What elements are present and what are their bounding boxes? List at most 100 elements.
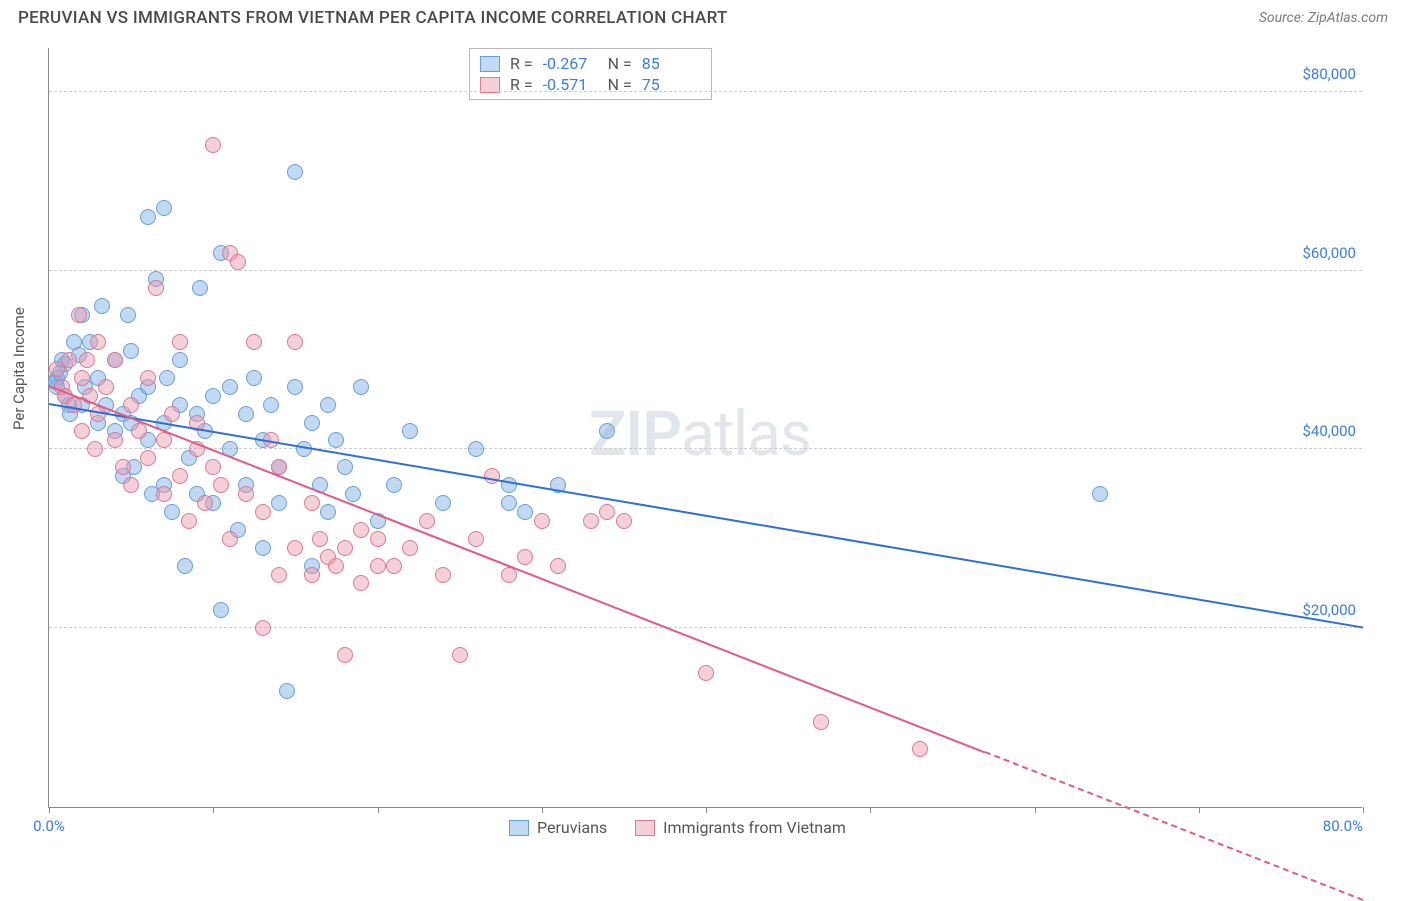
x-tick [542, 807, 543, 813]
data-point-peruvians [177, 558, 193, 574]
data-point-vietnam [123, 397, 139, 413]
data-point-peruvians [501, 495, 517, 511]
n-value-peruvians: 85 [642, 54, 697, 73]
scatter-chart: ZIPatlas R = -0.267 N = 85 R = -0.571 N … [48, 48, 1362, 808]
x-tick-label: 80.0% [1323, 817, 1363, 835]
data-point-vietnam [148, 280, 164, 296]
data-point-vietnam [87, 441, 103, 457]
data-point-vietnam [599, 504, 615, 520]
swatch-peruvians [509, 820, 529, 836]
r-label: R = [510, 54, 533, 73]
n-label: N = [608, 54, 632, 73]
data-point-vietnam [419, 513, 435, 529]
data-point-peruvians [164, 504, 180, 520]
gridline [49, 448, 1362, 449]
data-point-vietnam [484, 468, 500, 484]
data-point-vietnam [90, 334, 106, 350]
data-point-peruvians [271, 495, 287, 511]
data-point-vietnam [131, 423, 147, 439]
y-axis-label: Per Capita Income [10, 307, 28, 430]
data-point-peruvians [140, 209, 156, 225]
chart-header: PERUVIAN VS IMMIGRANTS FROM VIETNAM PER … [0, 0, 1406, 34]
y-tick-label: $60,000 [1302, 244, 1356, 262]
data-point-vietnam [107, 352, 123, 368]
data-point-peruvians [287, 379, 303, 395]
data-point-vietnam [230, 254, 246, 270]
data-point-peruvians [222, 379, 238, 395]
data-point-vietnam [181, 513, 197, 529]
y-tick-label: $40,000 [1302, 422, 1356, 440]
data-point-peruvians [156, 200, 172, 216]
swatch-vietnam [635, 820, 655, 836]
data-point-peruvians [205, 388, 221, 404]
swatch-peruvians [480, 56, 500, 72]
data-point-peruvians [304, 415, 320, 431]
data-point-vietnam [337, 540, 353, 556]
series-legend: Peruvians Immigrants from Vietnam [509, 818, 846, 837]
x-tick [1199, 807, 1200, 813]
data-point-vietnam [353, 575, 369, 591]
data-point-vietnam [452, 647, 468, 663]
data-point-vietnam [107, 432, 123, 448]
data-point-vietnam [370, 558, 386, 574]
data-point-peruvians [246, 370, 262, 386]
legend-label-peruvians: Peruvians [537, 818, 607, 837]
data-point-peruvians [517, 504, 533, 520]
data-point-peruvians [263, 397, 279, 413]
data-point-vietnam [616, 513, 632, 529]
watermark-text: ZIPatlas [589, 398, 811, 471]
y-tick-label: $80,000 [1302, 65, 1356, 83]
data-point-peruvians [320, 397, 336, 413]
data-point-vietnam [255, 620, 271, 636]
data-point-vietnam [304, 495, 320, 511]
data-point-peruvians [238, 406, 254, 422]
data-point-vietnam [140, 370, 156, 386]
data-point-vietnam [197, 495, 213, 511]
data-point-peruvians [279, 683, 295, 699]
trend-line [49, 403, 1363, 629]
data-point-vietnam [164, 406, 180, 422]
data-point-vietnam [337, 647, 353, 663]
data-point-vietnam [287, 334, 303, 350]
x-tick [49, 807, 50, 813]
data-point-vietnam [698, 665, 714, 681]
x-tick [706, 807, 707, 813]
data-point-peruvians [599, 423, 615, 439]
data-point-peruvians [123, 343, 139, 359]
stats-row-vietnam: R = -0.571 N = 75 [480, 74, 697, 95]
data-point-vietnam [386, 558, 402, 574]
data-point-vietnam [517, 549, 533, 565]
data-point-peruvians [320, 504, 336, 520]
data-point-vietnam [813, 714, 829, 730]
data-point-vietnam [238, 486, 254, 502]
stats-row-peruvians: R = -0.267 N = 85 [480, 53, 697, 74]
data-point-vietnam [246, 334, 262, 350]
data-point-vietnam [534, 513, 550, 529]
legend-label-vietnam: Immigrants from Vietnam [663, 818, 846, 837]
data-point-peruvians [255, 540, 271, 556]
data-point-vietnam [61, 352, 77, 368]
chart-source: Source: ZipAtlas.com [1259, 10, 1388, 26]
x-tick [1035, 807, 1036, 813]
gridline [49, 91, 1362, 92]
data-point-vietnam [271, 567, 287, 583]
data-point-peruvians [386, 477, 402, 493]
data-point-vietnam [312, 531, 328, 547]
data-point-peruvians [287, 164, 303, 180]
x-tick-label: 0.0% [33, 817, 65, 835]
data-point-peruvians [120, 307, 136, 323]
data-point-vietnam [328, 558, 344, 574]
chart-title: PERUVIAN VS IMMIGRANTS FROM VIETNAM PER … [18, 8, 728, 28]
data-point-vietnam [435, 567, 451, 583]
data-point-vietnam [550, 558, 566, 574]
data-point-vietnam [468, 531, 484, 547]
x-tick [378, 807, 379, 813]
data-point-peruvians [172, 352, 188, 368]
data-point-peruvians [192, 280, 208, 296]
data-point-vietnam [583, 513, 599, 529]
data-point-vietnam [74, 370, 90, 386]
data-point-peruvians [345, 486, 361, 502]
data-point-vietnam [115, 459, 131, 475]
legend-item-vietnam: Immigrants from Vietnam [635, 818, 846, 837]
data-point-peruvians [328, 432, 344, 448]
